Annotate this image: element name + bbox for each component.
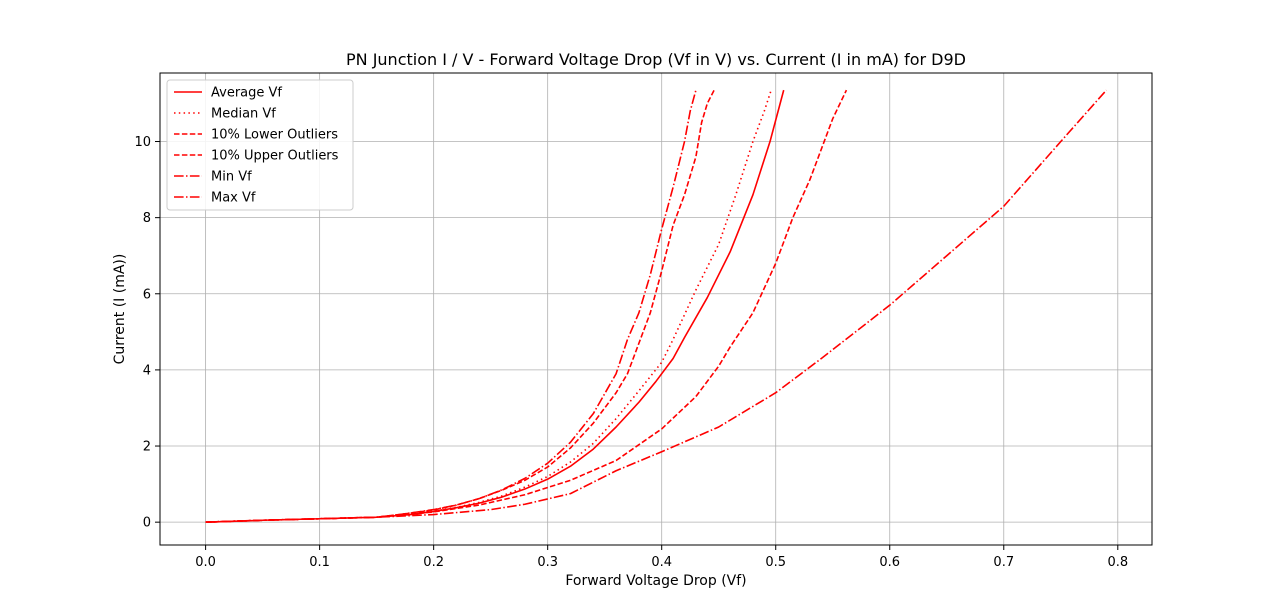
x-axis-ticks: 0.0 0.1 0.2 0.3 0.4 0.5 0.6 0.7 0.8 (195, 545, 1128, 570)
x-tick-label: 0.8 (1107, 555, 1128, 570)
series-layer (205, 89, 1107, 523)
legend: Average Vf Median Vf 10% Lower Outliers 10%… (166, 79, 354, 211)
legend-label: 10% Lower Outliers (211, 128, 338, 143)
y-tick-label: 4 (143, 363, 151, 378)
x-tick-label: 0.7 (993, 555, 1014, 570)
x-tick-label: 0.3 (537, 555, 558, 570)
series-line-max-vf (205, 89, 697, 523)
legend-label: Average Vf (211, 86, 282, 101)
x-tick-label: 0.5 (765, 555, 786, 570)
x-tick-label: 0.0 (195, 555, 216, 570)
y-tick-label: 8 (143, 211, 151, 226)
y-tick-label: 10 (134, 135, 151, 150)
x-tick-label: 0.6 (879, 555, 900, 570)
x-tick-label: 0.4 (651, 555, 672, 570)
legend-box (166, 79, 354, 211)
chart-title: PN Junction I / V - Forward Voltage Drop… (346, 50, 966, 69)
y-tick-label: 2 (143, 440, 151, 455)
y-tick-label: 0 (143, 516, 151, 531)
series-line-10-upper-outliers (205, 89, 848, 523)
legend-label: 10% Upper Outliers (211, 149, 339, 164)
x-axis-label: Forward Voltage Drop (Vf) (565, 573, 746, 589)
grid-lines (160, 73, 1152, 545)
y-axis-ticks: 0 2 4 6 8 10 (134, 135, 160, 531)
y-tick-label: 6 (143, 287, 151, 302)
legend-label: Min Vf (211, 170, 252, 185)
legend-label: Median Vf (211, 107, 276, 122)
legend-label: Max Vf (211, 191, 256, 206)
x-tick-label: 0.2 (423, 555, 444, 570)
series-line-median-vf (205, 89, 772, 523)
plot-frame (159, 72, 1153, 546)
x-tick-label: 0.1 (309, 555, 330, 570)
y-axis-label: Current (I (mA)) (112, 254, 128, 365)
